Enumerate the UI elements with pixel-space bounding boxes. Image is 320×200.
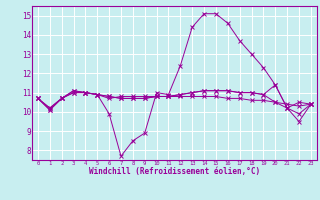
X-axis label: Windchill (Refroidissement éolien,°C): Windchill (Refroidissement éolien,°C): [89, 167, 260, 176]
